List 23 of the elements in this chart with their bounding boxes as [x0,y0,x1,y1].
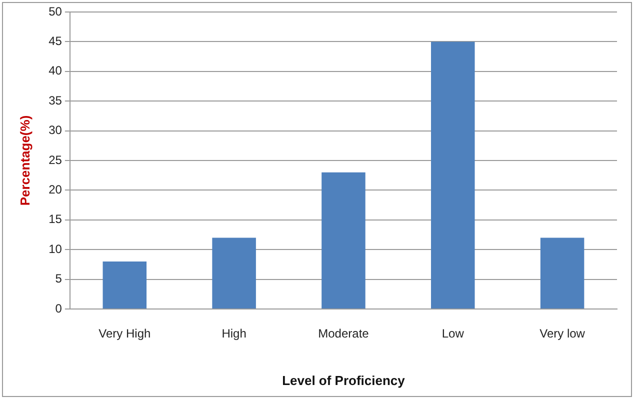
bar [212,238,256,308]
x-tick-label: Very High [98,326,151,341]
x-tick-label: Moderate [318,326,370,341]
y-tick-label: 50 [48,4,62,18]
bar [540,238,584,308]
x-tick-label: Low [442,326,464,341]
x-tick-label: High [222,326,246,341]
y-tick-label: 40 [48,64,62,78]
y-axis-title: Percentage(%) [17,115,32,206]
y-tick-label: 15 [48,212,62,226]
y-tick-label: 30 [48,123,62,138]
y-tick-label: 25 [48,152,62,167]
y-tick-label: 5 [55,272,62,286]
y-tick-label: 10 [48,242,62,256]
y-tick-label: 0 [55,301,62,316]
x-tick-label: Very low [540,326,586,341]
bar [431,42,475,308]
y-tick-label: 20 [48,182,62,197]
y-tick-label: 35 [48,93,62,108]
bar [322,172,366,308]
y-tick-label: 45 [48,34,62,48]
bar [102,261,147,308]
x-axis-title: Level of Proficiency [282,372,406,388]
